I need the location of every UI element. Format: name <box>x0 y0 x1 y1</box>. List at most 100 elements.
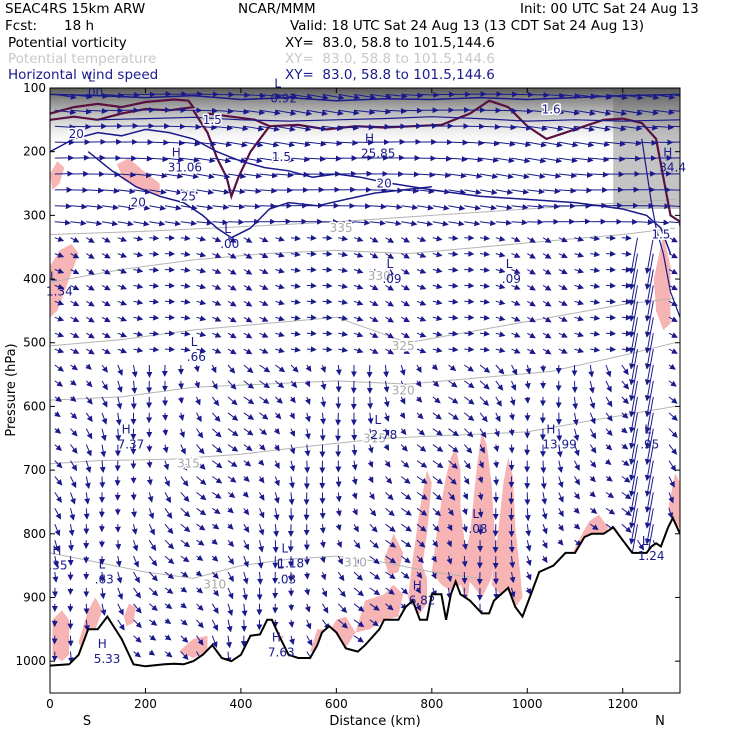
wind-vector <box>319 540 326 549</box>
wind-vector <box>367 476 374 484</box>
wind-vector <box>335 380 342 393</box>
wind-vector <box>101 332 111 338</box>
wind-vector <box>511 268 521 274</box>
wind-vector <box>290 93 313 100</box>
wind-vector <box>54 364 65 372</box>
wind-vector <box>589 475 596 483</box>
wind-vector <box>164 282 175 289</box>
wind-vector <box>511 300 521 306</box>
wind-vector <box>304 396 311 405</box>
wind-vector <box>542 203 561 210</box>
wind-vector <box>180 492 190 503</box>
extremum-value: 0.92 <box>270 92 297 106</box>
wind-vector <box>180 602 187 609</box>
wind-vector <box>448 444 459 453</box>
wind-vector <box>369 571 381 580</box>
wind-vector <box>573 428 580 442</box>
wind-vector <box>227 316 237 323</box>
wind-vector <box>130 396 137 410</box>
wind-vector <box>621 234 632 241</box>
wind-vector <box>164 587 174 594</box>
wind-vector <box>275 364 286 373</box>
wind-vector <box>211 396 220 407</box>
y-tick-label: 1000 <box>15 654 46 668</box>
wind-vector <box>463 460 471 470</box>
wind-vector <box>133 299 144 306</box>
wind-vector <box>83 508 90 520</box>
wind-vector <box>353 603 365 612</box>
wind-vector <box>383 364 390 378</box>
wind-vector <box>196 204 214 211</box>
wind-vector <box>644 380 654 418</box>
wind-vector <box>196 315 207 322</box>
wind-vector <box>353 236 364 242</box>
wind-vector <box>511 108 533 115</box>
wind-vector <box>574 109 596 116</box>
wind-vector <box>644 317 654 354</box>
wind-vector <box>290 283 301 289</box>
wind-vector <box>353 331 364 338</box>
wind-vector <box>306 314 317 321</box>
wind-vector <box>99 571 106 583</box>
wind-vector <box>432 507 442 517</box>
wind-vector <box>290 364 299 373</box>
wind-vector <box>644 460 654 497</box>
field-xy-pv: XY= 83.0, 58.8 to 101.5,144.6 <box>285 35 495 51</box>
wind-vector <box>605 125 627 132</box>
wind-vector <box>259 236 269 243</box>
wind-vector <box>86 269 95 275</box>
wind-vector <box>432 412 442 420</box>
wind-vector <box>588 364 595 378</box>
wind-vector <box>54 395 63 402</box>
wind-vector <box>369 300 379 306</box>
wind-vector <box>621 412 629 419</box>
wind-vector <box>132 540 139 552</box>
wind-vector <box>258 476 265 484</box>
pv-contour-label: 1.6 <box>542 103 561 117</box>
wind-vector <box>148 603 158 611</box>
wind-vector <box>117 91 141 98</box>
wind-vector <box>273 492 280 504</box>
wind-vector <box>605 428 613 437</box>
wind-vector <box>574 476 581 486</box>
wind-vector <box>448 396 459 404</box>
wind-vector <box>306 155 326 162</box>
wind-vector <box>653 93 676 100</box>
wind-vector <box>226 619 233 633</box>
north-label: N <box>655 714 665 729</box>
wind-vector <box>211 428 222 438</box>
wind-vector <box>70 284 80 291</box>
wind-vector <box>527 300 536 307</box>
wind-vector <box>99 587 106 600</box>
wind-vector <box>257 556 264 569</box>
wind-vector <box>644 237 654 275</box>
wind-vector <box>432 251 443 258</box>
wind-vector <box>574 156 594 163</box>
wind-vector <box>322 155 342 162</box>
wind-vector <box>101 412 108 425</box>
wind-vector <box>385 555 397 564</box>
wind-vector <box>462 524 468 533</box>
wind-vector <box>432 155 453 162</box>
wind-vector <box>542 268 552 275</box>
wind-vector <box>133 651 142 658</box>
wind-vector <box>416 491 428 500</box>
wind-vector <box>133 188 152 195</box>
axis-layer: 0 200 400 600 800 1000 1200 100 200 300 400 500 600 7… <box>15 81 680 711</box>
wind-vector <box>558 93 581 100</box>
wind-vector <box>415 603 421 612</box>
extremum-value: 1.24 <box>638 549 665 563</box>
wind-vector <box>621 330 632 337</box>
wind-vector <box>259 348 269 354</box>
wind-vector <box>432 523 440 532</box>
wind-vector <box>558 172 578 179</box>
wind-vector <box>574 299 585 306</box>
wind-vector <box>464 188 482 195</box>
wind-vector <box>668 332 678 338</box>
wind-vector <box>557 523 564 532</box>
wind-vector <box>385 507 395 517</box>
wind-vector <box>416 364 422 373</box>
wind-vector <box>432 347 443 353</box>
wind-vector <box>605 491 615 499</box>
wind-vector <box>243 109 266 116</box>
